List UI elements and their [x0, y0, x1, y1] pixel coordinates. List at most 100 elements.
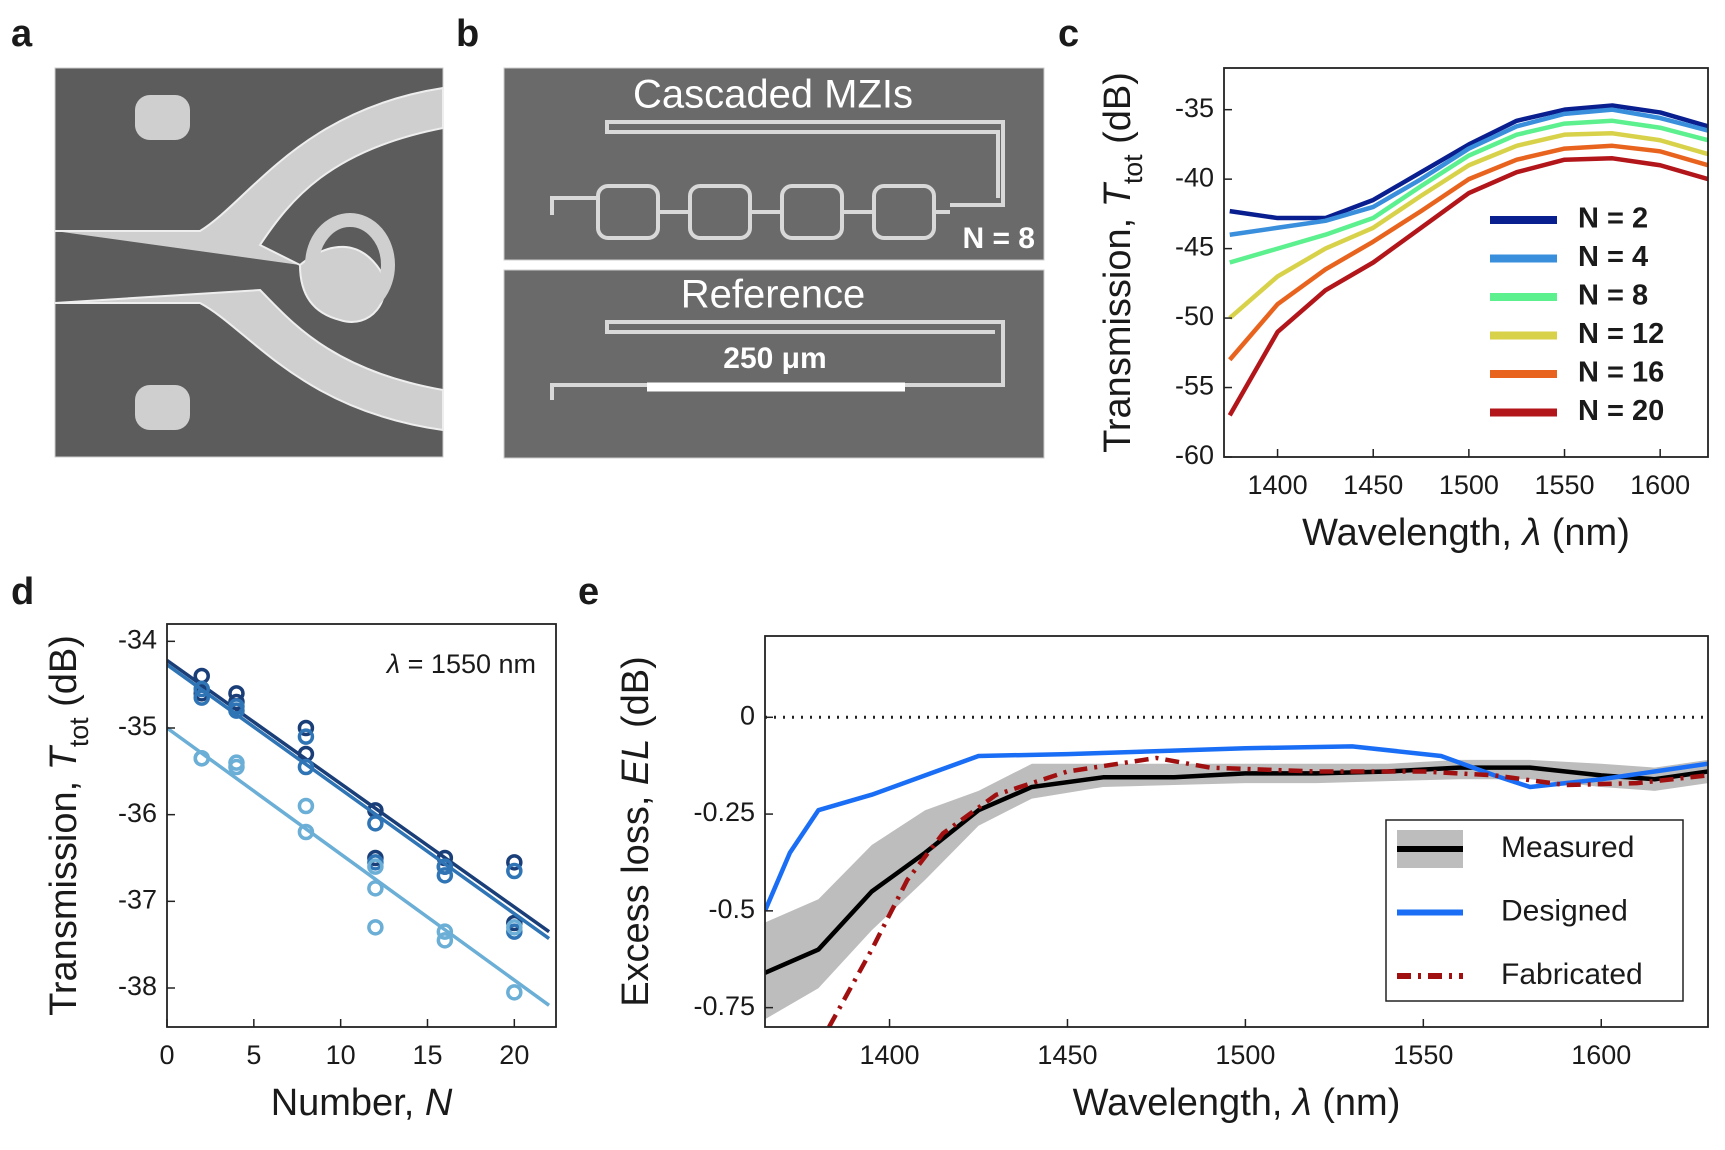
legend-label: N = 12 — [1578, 318, 1664, 350]
x-tick-label: 0 — [159, 1040, 174, 1070]
x-tick-label: 1600 — [1630, 470, 1690, 500]
panel-label: a — [11, 13, 33, 55]
y-tick-label: -45 — [1175, 232, 1214, 262]
series-line — [765, 765, 1708, 975]
legend-label: Measured — [1501, 831, 1634, 864]
x-tick-label: 1600 — [1571, 1040, 1631, 1070]
y-axis-label-part: Excess loss, — [615, 785, 657, 1007]
legend-label: Designed — [1501, 894, 1628, 927]
data-point — [367, 858, 384, 875]
y-axis-label-part: (dB) — [1097, 72, 1139, 154]
axes-box — [1223, 67, 1709, 458]
y-tick-label: -55 — [1175, 371, 1214, 401]
x-axis-label: Wavelength, λ (nm) — [1073, 1082, 1401, 1124]
y-tick-label: -0.75 — [693, 991, 755, 1021]
panel-label: e — [578, 571, 599, 613]
micrograph-title: Cascaded MZIs — [633, 73, 913, 117]
data-point — [506, 984, 523, 1001]
y-tick-label: -36 — [118, 798, 157, 828]
x-axis-label-part: λ — [1291, 1082, 1312, 1124]
plot-area — [765, 715, 1708, 1027]
y-axis-label-part: tot — [1118, 154, 1148, 184]
y-tick-label: -0.5 — [708, 894, 755, 924]
y-axis-label-part: T — [43, 744, 85, 770]
micrograph-note: N = 8 — [962, 222, 1035, 255]
y-tick-label: -60 — [1175, 440, 1214, 470]
data-point — [367, 815, 384, 832]
fit-line — [167, 663, 551, 941]
y-tick-label: -37 — [118, 884, 157, 914]
data-point — [297, 719, 315, 737]
x-tick-label: 1400 — [860, 1040, 920, 1070]
y-axis-label: Transmission, Ttot (dB) — [43, 635, 94, 1016]
y-axis-label-part: Transmission, — [43, 770, 85, 1016]
error-band — [765, 759, 1708, 1020]
x-tick-label: 1550 — [1393, 1040, 1453, 1070]
x-axis-label-part: (nm) — [1541, 512, 1630, 554]
annotation: λ = 1550 nm — [385, 649, 536, 679]
data-point — [297, 728, 315, 745]
y-axis-label-part: (dB) — [615, 656, 657, 738]
data-point — [228, 758, 245, 776]
micrograph-a — [54, 67, 444, 458]
y-tick-label: -35 — [1175, 93, 1214, 123]
x-axis-label-part: Wavelength, — [1302, 512, 1522, 554]
x-axis-label: Wavelength, λ (nm) — [1302, 512, 1630, 554]
y-tick-label: -0.25 — [693, 797, 755, 827]
panel-label: c — [1058, 13, 1079, 55]
x-tick-label: 1400 — [1248, 470, 1308, 500]
x-tick-label: 1500 — [1215, 1040, 1275, 1070]
micrograph-b: Cascaded MZIs N = 8 Reference 250 μm — [503, 67, 1045, 459]
data-point — [297, 797, 315, 815]
data-point — [506, 854, 523, 871]
legend-label: N = 2 — [1578, 203, 1648, 235]
y-axis-label-part: EL — [615, 739, 657, 785]
legend-label: Fabricated — [1501, 958, 1643, 991]
x-tick-label: 15 — [412, 1040, 442, 1070]
y-axis-label-part: (dB) — [43, 635, 85, 717]
legend-label: N = 16 — [1578, 357, 1664, 389]
series-line — [1228, 143, 1708, 362]
data-point — [367, 919, 384, 936]
y-tick-label: -34 — [118, 624, 157, 654]
x-tick-label: 1500 — [1439, 470, 1499, 500]
series-line — [1229, 118, 1708, 265]
x-tick-label: 1450 — [1343, 470, 1403, 500]
plot-area — [167, 658, 551, 1007]
x-axis-label-part: Wavelength, — [1073, 1082, 1293, 1124]
x-axis-label-part: Number, — [271, 1082, 425, 1124]
y-axis-label-part: tot — [64, 717, 94, 747]
x-tick-label: 1450 — [1037, 1040, 1097, 1070]
legend-label: N = 8 — [1578, 280, 1648, 312]
fit-line — [167, 726, 551, 1007]
plot-area — [1227, 103, 1708, 417]
data-point — [436, 932, 454, 949]
data-point — [506, 862, 523, 880]
legend-label: N = 4 — [1578, 241, 1648, 273]
y-tick-label: -50 — [1175, 301, 1214, 331]
y-axis-label: Excess loss, EL (dB) — [615, 656, 657, 1007]
data-point — [436, 923, 454, 940]
series-line — [1229, 107, 1708, 237]
annotation-part: = 1550 nm — [400, 649, 536, 679]
x-tick-label: 5 — [246, 1040, 261, 1070]
y-axis-label: Transmission, Ttot (dB) — [1097, 72, 1148, 453]
series-line — [1229, 103, 1708, 221]
series-line — [1227, 156, 1708, 417]
scale-bar-label: 250 μm — [723, 342, 826, 375]
y-axis-label-part: Transmission, — [1097, 207, 1139, 453]
y-tick-label: 0 — [740, 700, 755, 730]
x-axis-label-part: (nm) — [1312, 1082, 1401, 1124]
y-tick-label: -38 — [118, 971, 157, 1001]
y-axis-label-part: T — [1097, 181, 1139, 207]
annotation-part: λ — [385, 649, 400, 679]
panel-label: d — [11, 571, 34, 613]
series-line — [827, 755, 1708, 1027]
data-point — [193, 680, 210, 698]
y-tick-label: -40 — [1175, 162, 1214, 192]
x-tick-label: 1550 — [1534, 470, 1594, 500]
series-line — [765, 744, 1708, 912]
series-line — [1228, 131, 1708, 320]
legend-label: N = 20 — [1578, 395, 1664, 427]
